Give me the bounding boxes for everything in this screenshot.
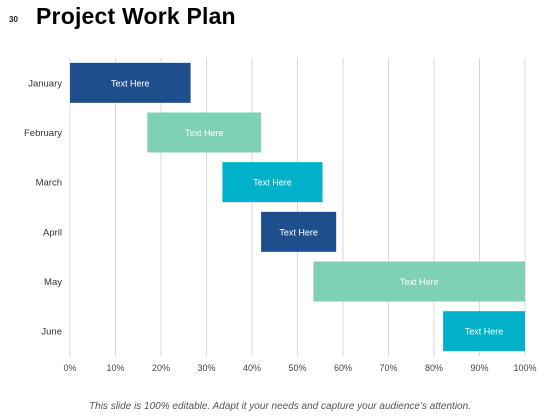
gantt-bar: [70, 62, 191, 103]
gantt-bar: [443, 311, 525, 352]
category-label: February: [24, 128, 62, 139]
x-tick-label: 70%: [379, 363, 397, 373]
gantt-bar: [222, 162, 323, 203]
gantt-bar: [147, 112, 262, 153]
page-title: Project Work Plan: [36, 3, 236, 29]
bar-label: Text Here: [185, 128, 224, 138]
slide-number: 30: [9, 15, 18, 24]
x-tick-label: 30%: [197, 363, 215, 373]
bar-label: Text Here: [111, 78, 150, 88]
gantt-bar: [313, 261, 525, 302]
bar-label: Text Here: [400, 277, 439, 287]
x-tick-label: 80%: [425, 363, 443, 373]
x-tick-label: 0%: [63, 363, 76, 373]
x-tick-label: 100%: [513, 363, 536, 373]
category-label: March: [36, 178, 62, 189]
footer-note: This slide is 100% editable. Adapt it yo…: [89, 401, 471, 412]
x-tick-label: 60%: [334, 363, 352, 373]
x-tick-label: 50%: [288, 363, 306, 373]
category-label: April: [43, 227, 62, 238]
gantt-bar: [261, 211, 337, 252]
category-label: May: [44, 277, 62, 288]
bar-label: Text Here: [279, 227, 318, 237]
x-tick-label: 90%: [470, 363, 488, 373]
x-tick-label: 10%: [106, 363, 124, 373]
category-label: June: [41, 327, 62, 338]
x-tick-label: 40%: [243, 363, 261, 373]
x-tick-label: 20%: [152, 363, 170, 373]
bar-label: Text Here: [465, 327, 504, 337]
category-label: January: [28, 78, 62, 89]
bar-label: Text Here: [253, 178, 292, 188]
